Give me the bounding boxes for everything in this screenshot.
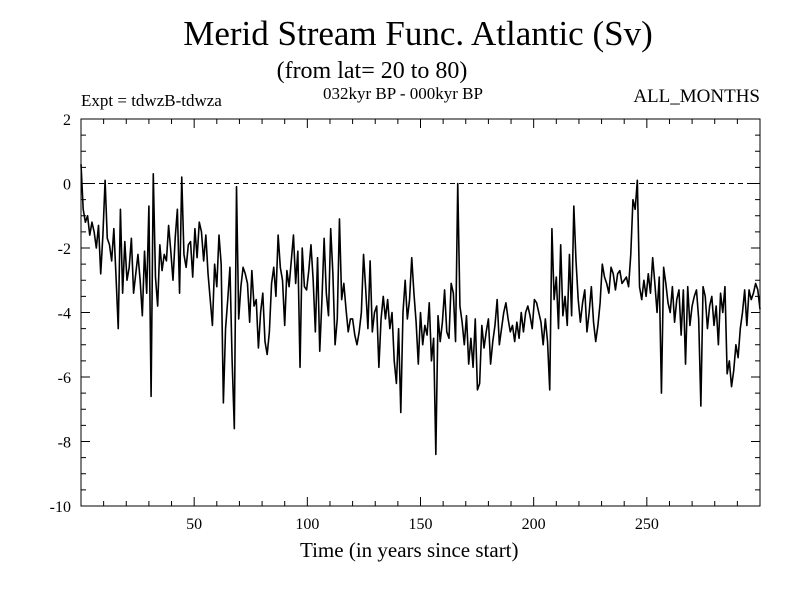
- series-line: [80, 164, 761, 456]
- axis-ticks: [81, 119, 760, 506]
- months-label: ALL_MONTHS: [633, 86, 760, 107]
- y-tick-label: -4: [58, 306, 71, 323]
- y-tick-label: -2: [58, 241, 71, 258]
- axis-tick-labels: 50 100 150 200 250 2 0 -2 -4 -6 -8 -10: [50, 112, 659, 533]
- chart-subtitle: (from lat= 20 to 80): [276, 58, 468, 84]
- y-tick-label: -8: [58, 435, 71, 452]
- y-tick-label: 2: [63, 112, 71, 129]
- x-axis-label: Time (in years since start): [300, 538, 519, 562]
- chart-title: Merid Stream Func. Atlantic (Sv): [183, 14, 653, 53]
- x-tick-label: 50: [186, 516, 202, 533]
- y-tick-label: -10: [50, 499, 71, 516]
- experiment-label: Expt = tdwzB-tdwza: [81, 91, 222, 110]
- x-tick-label: 250: [635, 516, 659, 533]
- y-tick-label: 0: [63, 177, 71, 194]
- x-tick-label: 150: [409, 516, 433, 533]
- period-label: 032kyr BP - 000kyr BP: [323, 84, 483, 103]
- x-tick-label: 200: [522, 516, 546, 533]
- x-tick-label: 100: [295, 516, 319, 533]
- y-tick-label: -6: [58, 370, 71, 387]
